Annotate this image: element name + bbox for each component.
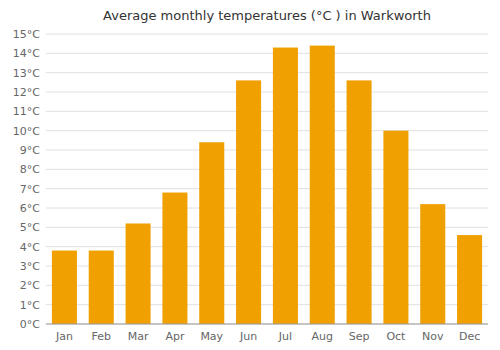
- y-tick-label: 0°C: [20, 318, 40, 331]
- y-tick-label: 1°C: [20, 299, 40, 312]
- y-tick-label: 13°C: [13, 67, 40, 80]
- grid-line: [46, 34, 488, 35]
- y-tick-label: 8°C: [20, 163, 40, 176]
- bar: [162, 193, 187, 324]
- chart-container: Average monthly temperatures (°C ) in Wa…: [0, 0, 500, 350]
- grid-line: [46, 92, 488, 93]
- bar: [236, 80, 261, 324]
- title: Average monthly temperatures (°C ) in Wa…: [103, 8, 431, 23]
- x-tick-label: Jan: [55, 330, 73, 343]
- grid-line: [46, 53, 488, 54]
- x-tick-label: Jul: [278, 330, 292, 343]
- x-tick-label: Nov: [422, 330, 444, 343]
- grid-line: [46, 111, 488, 112]
- x-tick-label: Mar: [128, 330, 149, 343]
- y-tick-label: 2°C: [20, 279, 40, 292]
- bar: [457, 235, 482, 324]
- bar: [199, 142, 224, 324]
- x-tick-label: May: [200, 330, 223, 343]
- grid-line: [46, 72, 488, 73]
- x-tick-label: Dec: [459, 330, 480, 343]
- bar: [126, 223, 151, 324]
- bar: [420, 204, 445, 324]
- x-tick-label: Oct: [386, 330, 406, 343]
- grid-line: [46, 150, 488, 151]
- grid-line: [46, 324, 488, 325]
- x-tick-label: Feb: [92, 330, 111, 343]
- x-axis-line: [46, 324, 488, 325]
- grid: [46, 34, 488, 324]
- x-tick-label: Apr: [165, 330, 185, 343]
- y-tick-label: 10°C: [13, 125, 40, 138]
- bar: [52, 251, 77, 324]
- y-tick-label: 7°C: [20, 183, 40, 196]
- y-tick-label: 9°C: [20, 144, 40, 157]
- y-tick-label: 4°C: [20, 241, 40, 254]
- x-tick-label: Jun: [239, 330, 257, 343]
- y-tick-label: 5°C: [20, 221, 40, 234]
- y-tick-label: 14°C: [13, 47, 40, 60]
- grid-line: [46, 188, 488, 189]
- bar: [89, 251, 114, 324]
- bars: [52, 46, 482, 324]
- y-tick-label: 6°C: [20, 202, 40, 215]
- chart: Average monthly temperatures (°C ) in Wa…: [0, 0, 500, 350]
- bar: [273, 48, 298, 324]
- x-tick-label: Sep: [349, 330, 370, 343]
- grid-line: [46, 169, 488, 170]
- bar: [347, 80, 372, 324]
- y-tick-label: 11°C: [13, 105, 40, 118]
- bar: [310, 46, 335, 324]
- grid-line: [46, 130, 488, 131]
- y-tick-label: 3°C: [20, 260, 40, 273]
- y-tick-label: 12°C: [13, 86, 40, 99]
- x-tick-label: Aug: [312, 330, 333, 343]
- bar: [383, 131, 408, 324]
- y-tick-label: 15°C: [13, 28, 40, 41]
